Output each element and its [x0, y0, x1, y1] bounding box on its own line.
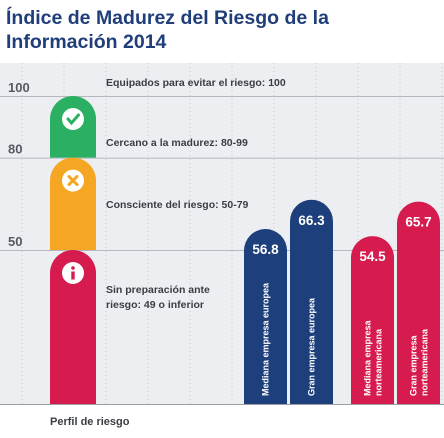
check-icon-glyph	[66, 113, 80, 126]
bar-3	[351, 236, 394, 404]
y-tick-label: 100	[8, 80, 30, 95]
bar-value-label: 56.8	[252, 242, 279, 257]
profile-label: Sin preparación ante riesgo: 49 o inferio…	[106, 284, 210, 311]
bar-4	[397, 201, 440, 404]
chart-title: Índice de Madurez del Riesgo de la Infor…	[6, 7, 329, 53]
profile-label: Consciente del riesgo: 50-79	[106, 199, 249, 211]
y-tick-label: 80	[8, 142, 22, 157]
profile-label: Equipados para evitar el riesgo: 100	[106, 77, 286, 89]
bar-category-label: Mediana empresanorteamericana	[363, 319, 384, 396]
profile-band-x	[50, 157, 96, 250]
check-icon	[62, 108, 84, 130]
y-tick-label: 50	[8, 234, 22, 249]
x-icon-glyph	[67, 175, 79, 187]
profile-label: Cercano a la madurez: 80-99	[106, 137, 248, 149]
bar-2	[290, 199, 333, 404]
x-axis-label: Perfil de riesgo	[50, 416, 130, 428]
bar-value-label: 66.3	[298, 213, 325, 228]
bar-1	[244, 229, 287, 404]
bar-value-label: 54.5	[359, 249, 386, 264]
bar-category-label: Gran empresanorteamericana	[409, 328, 430, 396]
bar-value-label: 65.7	[405, 215, 431, 230]
info-icon-glyph	[71, 266, 75, 280]
bar-category-label: Mediana empresa europea	[261, 282, 271, 396]
profile-band-info	[50, 250, 96, 404]
bar-category-label: Gran empresa europea	[307, 297, 317, 396]
